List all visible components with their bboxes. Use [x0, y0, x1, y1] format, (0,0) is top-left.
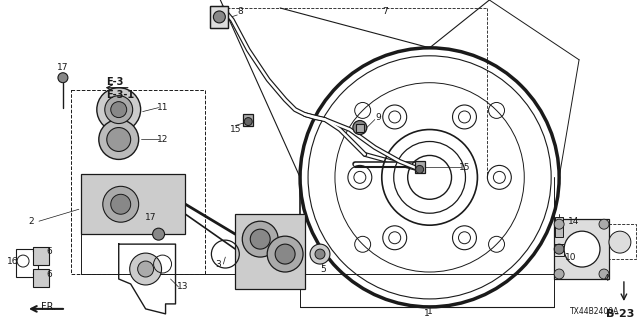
Circle shape [99, 120, 139, 159]
Circle shape [599, 219, 609, 229]
Circle shape [103, 186, 139, 222]
Bar [415, 161, 424, 173]
Bar [211, 6, 228, 28]
Circle shape [111, 102, 127, 117]
Text: B-23: B-23 [605, 309, 634, 319]
Text: 17: 17 [145, 213, 156, 222]
Text: 3: 3 [216, 260, 221, 268]
Text: 8: 8 [237, 7, 243, 16]
Circle shape [554, 244, 564, 254]
Text: 6: 6 [46, 247, 52, 256]
Bar [555, 217, 563, 237]
Circle shape [213, 11, 225, 23]
Bar [16, 249, 38, 277]
Text: 15: 15 [230, 125, 241, 134]
Circle shape [554, 219, 564, 229]
Circle shape [415, 165, 424, 173]
Text: 4: 4 [603, 275, 609, 284]
Circle shape [130, 253, 161, 285]
Text: 1: 1 [427, 308, 433, 316]
Bar [554, 219, 609, 279]
Text: 15: 15 [459, 163, 470, 172]
Text: 17: 17 [57, 63, 68, 72]
Bar [604, 224, 636, 259]
Bar [554, 244, 564, 256]
Circle shape [244, 117, 252, 125]
Text: 1: 1 [424, 309, 429, 318]
Circle shape [97, 88, 141, 132]
Circle shape [275, 244, 295, 264]
Circle shape [138, 261, 154, 277]
Text: E-3-1: E-3-1 [106, 90, 134, 100]
Circle shape [315, 249, 325, 259]
Circle shape [554, 269, 564, 279]
Text: 9: 9 [375, 113, 381, 122]
Circle shape [105, 96, 132, 124]
Text: 16: 16 [7, 257, 19, 266]
Circle shape [250, 229, 270, 249]
Text: 11: 11 [157, 103, 168, 112]
Text: FR.: FR. [41, 302, 56, 312]
Text: 2: 2 [28, 217, 34, 226]
Bar [81, 174, 186, 234]
Bar [356, 124, 364, 132]
Circle shape [564, 231, 600, 267]
Bar [33, 247, 49, 265]
Circle shape [243, 221, 278, 257]
Circle shape [609, 231, 631, 253]
Bar [243, 114, 253, 125]
Bar [236, 214, 305, 289]
Circle shape [599, 269, 609, 279]
Circle shape [353, 121, 367, 134]
Text: 13: 13 [177, 283, 188, 292]
Bar [71, 90, 205, 274]
Circle shape [107, 128, 131, 151]
Text: 6: 6 [46, 269, 52, 278]
Circle shape [310, 244, 330, 264]
Circle shape [152, 228, 164, 240]
Text: 7: 7 [382, 7, 388, 16]
Bar [33, 269, 49, 287]
Text: 10: 10 [565, 252, 577, 261]
Circle shape [58, 73, 68, 83]
Circle shape [111, 194, 131, 214]
Bar [211, 6, 228, 28]
Text: TX44B2400A: TX44B2400A [570, 308, 619, 316]
Circle shape [267, 236, 303, 272]
Text: 5: 5 [320, 265, 326, 274]
Text: E-3: E-3 [106, 77, 123, 87]
Text: 14: 14 [568, 217, 580, 226]
Text: 12: 12 [157, 135, 168, 144]
